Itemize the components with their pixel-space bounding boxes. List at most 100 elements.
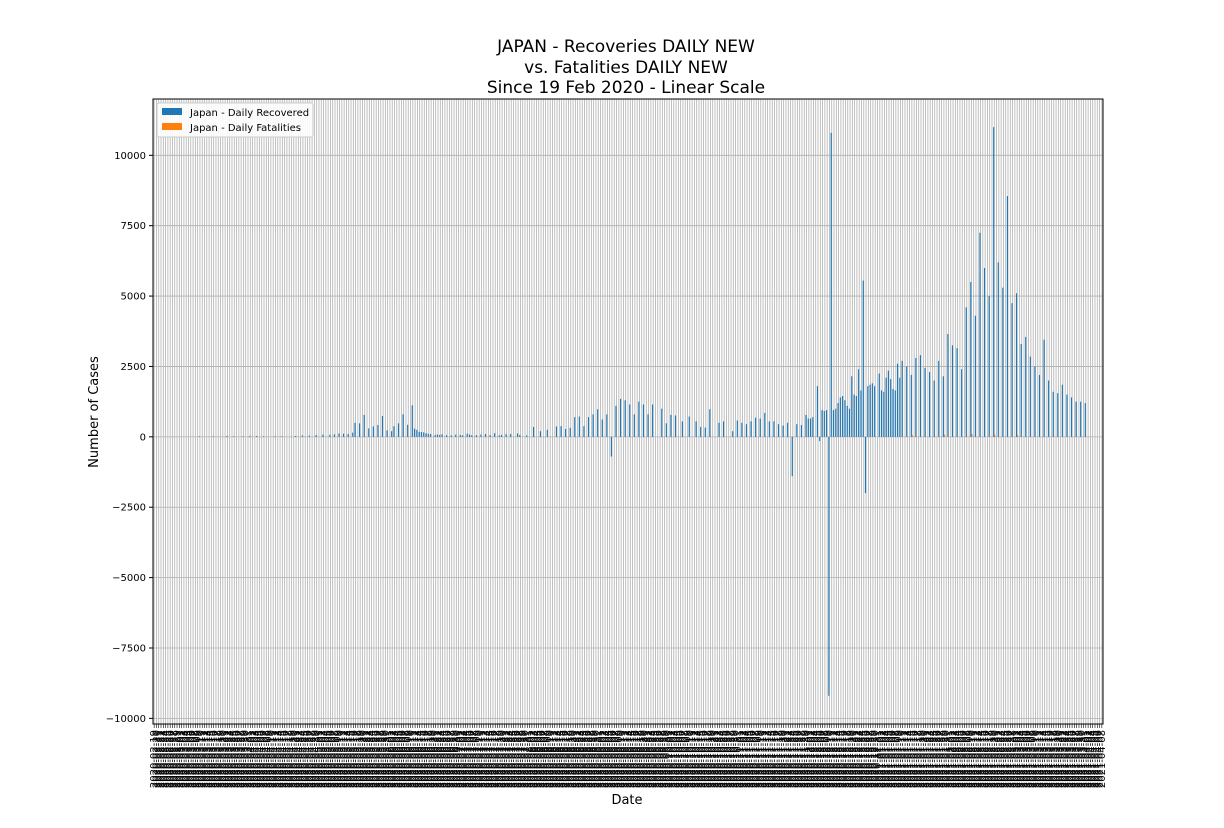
bar-daily-recovered bbox=[816, 386, 818, 437]
x-tick-label: 2020-08-20 bbox=[568, 730, 579, 788]
bar-daily-recovered bbox=[249, 435, 251, 437]
bar-daily-recovered bbox=[519, 434, 521, 437]
x-tick-label: 2020-07-20 bbox=[497, 730, 508, 788]
x-tick-label: 2021-02-12 bbox=[971, 730, 982, 788]
x-tick-label: 2020-03-29 bbox=[238, 730, 249, 788]
x-tick-label: 2020-09-04 bbox=[602, 730, 613, 788]
x-tick-label: 2020-10-07 bbox=[678, 730, 689, 788]
x-tick-label: 2020-04-30 bbox=[312, 730, 323, 788]
x-tick-label: 2021-02-15 bbox=[978, 730, 989, 788]
bar-daily-recovered bbox=[338, 433, 340, 437]
x-tick-label: 2020-10-22 bbox=[712, 730, 723, 788]
x-tick-label: 2020-04-20 bbox=[289, 730, 300, 788]
bar-daily-recovered bbox=[480, 434, 482, 437]
x-tick-label: 2021-02-20 bbox=[989, 730, 1000, 788]
x-tick-label: 2020-03-16 bbox=[209, 730, 220, 788]
x-tick-label: 2020-02-28 bbox=[170, 730, 181, 788]
bar-daily-recovered bbox=[372, 426, 374, 437]
x-tick-label: 2020-03-12 bbox=[200, 730, 211, 788]
x-tick-label: 2020-09-18 bbox=[634, 730, 645, 788]
x-tick-label: 2020-07-21 bbox=[499, 730, 510, 788]
x-tick-label: 2020-06-23 bbox=[435, 730, 446, 788]
x-tick-label: 2021-01-08 bbox=[891, 730, 902, 788]
x-tick-label: 2020-03-19 bbox=[216, 730, 227, 788]
x-tick-label: 2020-05-30 bbox=[380, 730, 391, 788]
x-tick-label: 2020-10-02 bbox=[666, 730, 677, 788]
bar-daily-recovered bbox=[807, 418, 809, 437]
x-tick-label: 2020-05-11 bbox=[337, 730, 348, 788]
x-tick-label: 2021-03-02 bbox=[1012, 730, 1023, 788]
x-tick-label: 2021-04-03 bbox=[1085, 730, 1096, 788]
x-tick-label: 2020-11-21 bbox=[781, 730, 792, 788]
bar-daily-recovered bbox=[887, 370, 889, 437]
bar-daily-recovered bbox=[619, 398, 622, 437]
bar-daily-recovered bbox=[347, 434, 349, 437]
x-tick-label: 2020-07-13 bbox=[481, 730, 492, 788]
bar-daily-recovered bbox=[1034, 366, 1036, 437]
x-tick-label: 2020-04-16 bbox=[280, 730, 291, 788]
bar-daily-recovered bbox=[500, 434, 503, 437]
x-tick-label: 2020-12-27 bbox=[863, 730, 874, 788]
x-tick-label: 2020-12-18 bbox=[843, 730, 854, 788]
bar-daily-recovered bbox=[413, 428, 416, 437]
x-tick-label: 2020-12-30 bbox=[870, 730, 881, 788]
x-tick-label: 2020-10-26 bbox=[721, 730, 732, 788]
x-tick-label: 2020-10-21 bbox=[710, 730, 721, 788]
x-tick-label: 2020-04-25 bbox=[300, 730, 311, 788]
x-tick-label: 2020-06-04 bbox=[392, 730, 403, 788]
x-tick-label: 2020-04-07 bbox=[259, 730, 270, 788]
bar-daily-recovered bbox=[846, 405, 848, 437]
x-tick-label: 2020-04-26 bbox=[303, 730, 314, 788]
x-tick-label: 2020-11-05 bbox=[744, 730, 755, 788]
x-tick-label: 2021-02-24 bbox=[998, 730, 1009, 788]
x-tick-label: 2020-03-22 bbox=[222, 730, 233, 788]
bar-daily-recovered bbox=[455, 434, 457, 437]
x-tick-label: 2020-03-04 bbox=[181, 730, 192, 788]
x-tick-label: 2020-10-05 bbox=[673, 730, 684, 788]
x-tick-label: 2020-09-17 bbox=[632, 730, 643, 788]
x-tick-label: 2020-11-04 bbox=[742, 730, 753, 788]
x-tick-label: 2021-03-31 bbox=[1079, 730, 1090, 788]
x-tick-label: 2020-07-08 bbox=[470, 730, 481, 788]
x-tick-label: 2020-08-09 bbox=[543, 730, 554, 788]
bar-daily-recovered bbox=[1048, 380, 1050, 437]
bar-daily-recovered bbox=[745, 424, 748, 437]
bar-daily-recovered bbox=[386, 430, 388, 437]
bar-daily-recovered bbox=[587, 417, 590, 437]
bar-daily-recovered bbox=[832, 410, 835, 437]
bar-daily-recovered bbox=[1080, 401, 1082, 437]
bar-daily-recovered bbox=[1043, 339, 1045, 437]
bar-daily-recovered bbox=[777, 424, 780, 437]
x-tick-label: 2020-10-09 bbox=[683, 730, 694, 788]
x-tick-label: 2020-08-07 bbox=[538, 730, 549, 788]
x-tick-label: 2020-09-20 bbox=[639, 730, 650, 788]
x-tick-label: 2021-01-29 bbox=[939, 730, 950, 788]
bar-daily-recovered bbox=[597, 409, 599, 437]
x-tick-label: 2020-12-05 bbox=[813, 730, 824, 788]
x-tick-label: 2020-08-28 bbox=[586, 730, 597, 788]
x-tick-label: 2020-03-11 bbox=[197, 730, 208, 788]
x-tick-label: 2020-11-16 bbox=[770, 730, 781, 788]
x-tick-label: 2020-12-03 bbox=[808, 730, 819, 788]
bars-layer bbox=[198, 127, 1086, 696]
x-tick-label: 2020-02-23 bbox=[158, 730, 169, 788]
y-axis-ticks: −10000 −7500 −5000 −2500 0 2500 5000 7500 10000 bbox=[106, 151, 153, 725]
x-tick-label: 2020-10-24 bbox=[717, 730, 728, 788]
x-tick-label: 2020-05-23 bbox=[364, 730, 375, 788]
x-tick-label: 2020-04-13 bbox=[273, 730, 284, 788]
x-tick-label: 2021-01-27 bbox=[934, 730, 945, 788]
x-tick-label: 2020-08-08 bbox=[541, 730, 552, 788]
x-tick-label: 2020-05-01 bbox=[314, 730, 325, 788]
bar-daily-recovered bbox=[546, 429, 548, 437]
bar-daily-recovered bbox=[736, 420, 738, 437]
x-tick-label: 2021-01-04 bbox=[882, 730, 893, 788]
x-tick-label: 2020-03-18 bbox=[213, 730, 224, 788]
bar-daily-recovered bbox=[974, 315, 976, 437]
x-tick-label: 2021-01-12 bbox=[900, 730, 911, 788]
x-tick-label: 2020-04-21 bbox=[291, 730, 302, 788]
bar-daily-recovered bbox=[732, 431, 734, 437]
x-tick-label: 2020-10-15 bbox=[696, 730, 707, 788]
x-tick-label: 2021-04-06 bbox=[1092, 730, 1103, 788]
bar-daily-recovered bbox=[510, 434, 512, 437]
x-tick-label: 2020-06-19 bbox=[426, 730, 437, 788]
